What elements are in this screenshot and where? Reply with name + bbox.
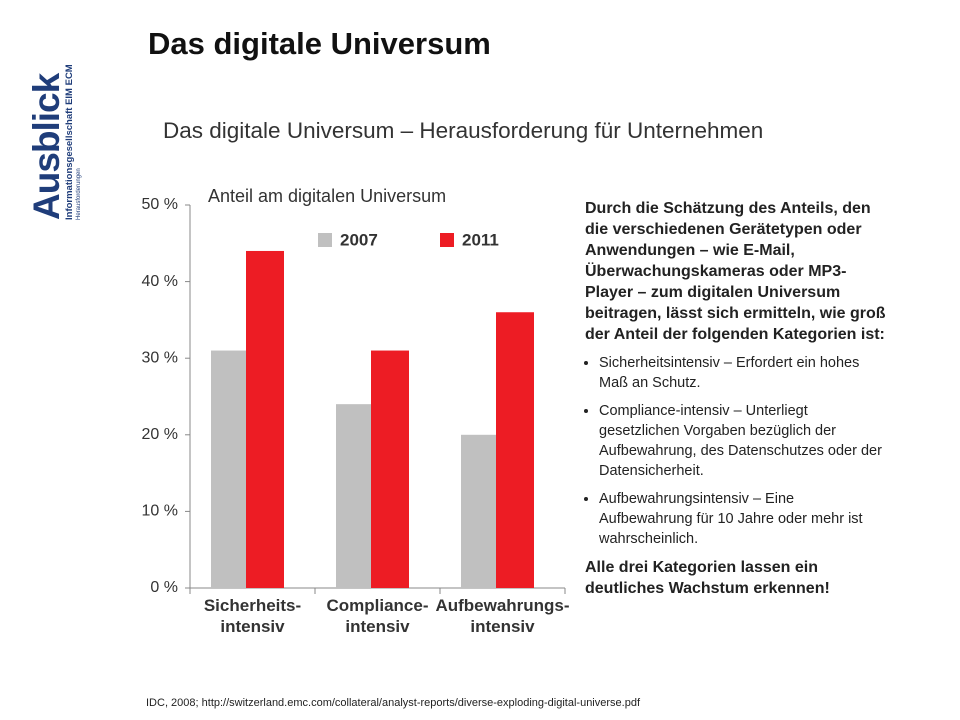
bar (461, 434, 496, 588)
x-tick-label: Aufbewahrungs- intensiv (435, 596, 570, 636)
bullet: Sicherheitsintensiv – Erfordert ein hohe… (599, 353, 890, 393)
bar (496, 312, 534, 588)
legend-label: 2007 (340, 230, 378, 249)
x-tick-label: Sicherheits- intensiv (203, 596, 302, 636)
slide-subtitle: Das digitale Universum – Herausforderung… (163, 118, 764, 143)
bar (336, 404, 371, 588)
y-tick-label: 20 % (142, 426, 178, 443)
conclusion: Alle drei Kategorien lassen ein deutlich… (585, 559, 830, 597)
slide-title: Das digitale Universum (148, 26, 491, 61)
bullet-list: Sicherheitsintensiv – Erfordert ein hohe… (585, 353, 890, 549)
chart-title: Anteil am digitalen Universum (208, 186, 446, 206)
legend-swatch (318, 233, 332, 247)
bar (371, 350, 409, 588)
bar (211, 350, 246, 588)
y-tick-label: 40 % (142, 273, 178, 290)
legend-label: 2011 (462, 230, 499, 249)
source: IDC, 2008; http://switzerland.emc.com/co… (146, 697, 641, 709)
y-tick-label: 50 % (142, 196, 178, 213)
bullet: Compliance-intensiv – Unterliegt gesetzl… (599, 401, 890, 481)
bar (246, 250, 284, 588)
intro: Durch die Schätzung des Anteils, den die… (585, 200, 886, 343)
y-tick-label: 30 % (142, 349, 178, 366)
bullet: Aufbewahrungsintensiv – Eine Aufbewahrun… (599, 489, 890, 549)
y-tick-label: 10 % (142, 503, 178, 520)
sidebar: Durch die Schätzung des Anteils, den die… (585, 198, 890, 599)
y-tick-label: 0 % (150, 579, 178, 596)
legend-swatch (440, 233, 454, 247)
x-tick-label: Compliance- intensiv (326, 596, 429, 636)
